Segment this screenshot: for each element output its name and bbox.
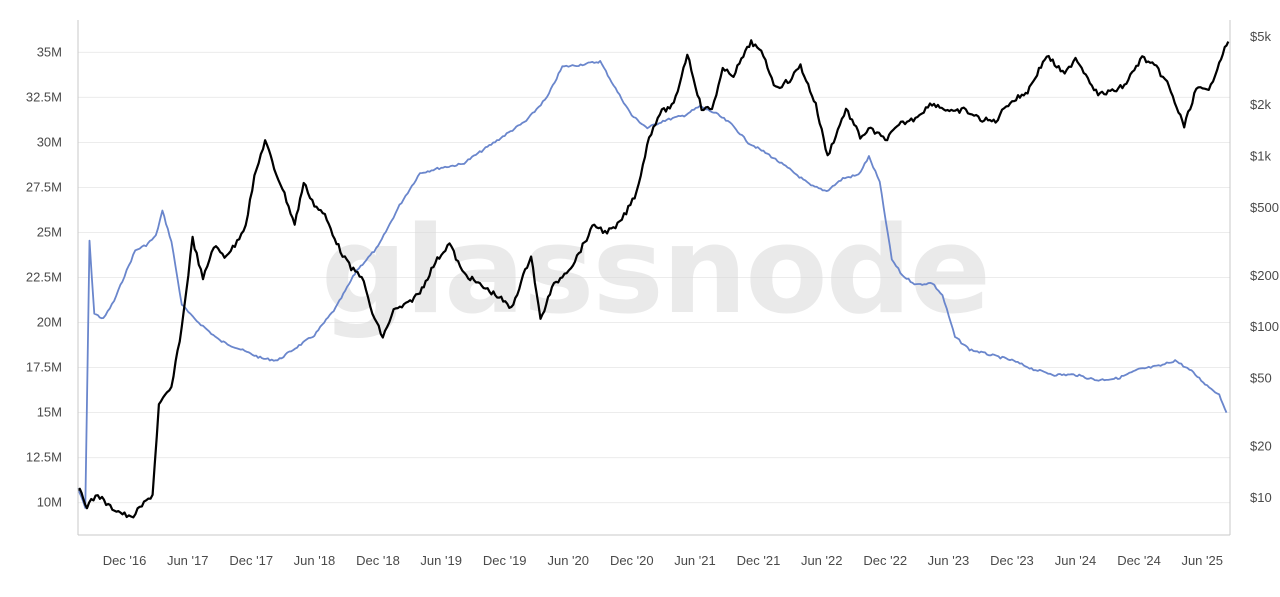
x-tick-label: Jun '23 bbox=[928, 553, 970, 568]
y-right-tick-label: $20 bbox=[1250, 439, 1272, 454]
x-tick-label: Dec '23 bbox=[990, 553, 1034, 568]
y-left-tick-label: 17.5M bbox=[26, 360, 62, 375]
y-left-tick-label: 25M bbox=[37, 224, 62, 239]
x-tick-label: Jun '21 bbox=[674, 553, 716, 568]
y-right-tick-label: $500 bbox=[1250, 200, 1279, 215]
x-tick-label: Dec '24 bbox=[1117, 553, 1161, 568]
gridlines bbox=[78, 51, 1230, 504]
x-tick-label: Dec '22 bbox=[863, 553, 907, 568]
x-tick-label: Dec '21 bbox=[737, 553, 781, 568]
y-right-tick-label: $50 bbox=[1250, 371, 1272, 386]
y-right-tick-label: $10 bbox=[1250, 490, 1272, 505]
y-left-tick-label: 15M bbox=[37, 405, 62, 420]
x-tick-label: Jun '20 bbox=[547, 553, 589, 568]
y-left-tick-label: 30M bbox=[37, 134, 62, 149]
y-right-tick-label: $2k bbox=[1250, 97, 1271, 112]
series-line-right-axis bbox=[77, 39, 1230, 519]
x-tick-labels: Dec '16 Jun '17 Dec '17 Jun '18 Dec '18 Jun '… bbox=[103, 553, 1223, 568]
x-tick-label: Jun '22 bbox=[801, 553, 843, 568]
x-tick-label: Jun '17 bbox=[167, 553, 209, 568]
x-tick-label: Jun '18 bbox=[294, 553, 336, 568]
y-right-tick-label: $5k bbox=[1250, 29, 1271, 44]
y-left-tick-label: 12.5M bbox=[26, 450, 62, 465]
axes bbox=[77, 20, 1231, 536]
y-left-tick-label: 35M bbox=[37, 44, 62, 59]
right-y-tick-labels: $10 $20 $50 $100 $200 $500 $1k $2k $5k bbox=[1250, 29, 1279, 505]
left-y-tick-labels: 10M 12.5M 15M 17.5M 20M 22.5M 25M 27.5M 30M 32.5M… bbox=[26, 44, 62, 509]
x-tick-label: Jun '19 bbox=[420, 553, 462, 568]
watermark-text: glassnode bbox=[321, 202, 989, 341]
x-tick-label: Dec '20 bbox=[610, 553, 654, 568]
series-layer bbox=[77, 39, 1230, 519]
y-right-tick-label: $1k bbox=[1250, 148, 1271, 163]
x-tick-label: Jun '24 bbox=[1055, 553, 1097, 568]
x-tick-label: Dec '18 bbox=[356, 553, 400, 568]
y-left-tick-label: 10M bbox=[37, 495, 62, 510]
x-tick-label: Dec '19 bbox=[483, 553, 527, 568]
x-tick-label: Jun '25 bbox=[1181, 553, 1223, 568]
y-left-tick-label: 27.5M bbox=[26, 179, 62, 194]
series-line-left-axis bbox=[77, 60, 1228, 509]
y-left-tick-label: 20M bbox=[37, 315, 62, 330]
y-right-tick-label: $100 bbox=[1250, 319, 1279, 334]
y-right-tick-label: $200 bbox=[1250, 268, 1279, 283]
y-left-tick-label: 22.5M bbox=[26, 270, 62, 285]
x-tick-label: Dec '16 bbox=[103, 553, 147, 568]
y-left-tick-label: 32.5M bbox=[26, 89, 62, 104]
x-tick-label: Dec '17 bbox=[229, 553, 273, 568]
